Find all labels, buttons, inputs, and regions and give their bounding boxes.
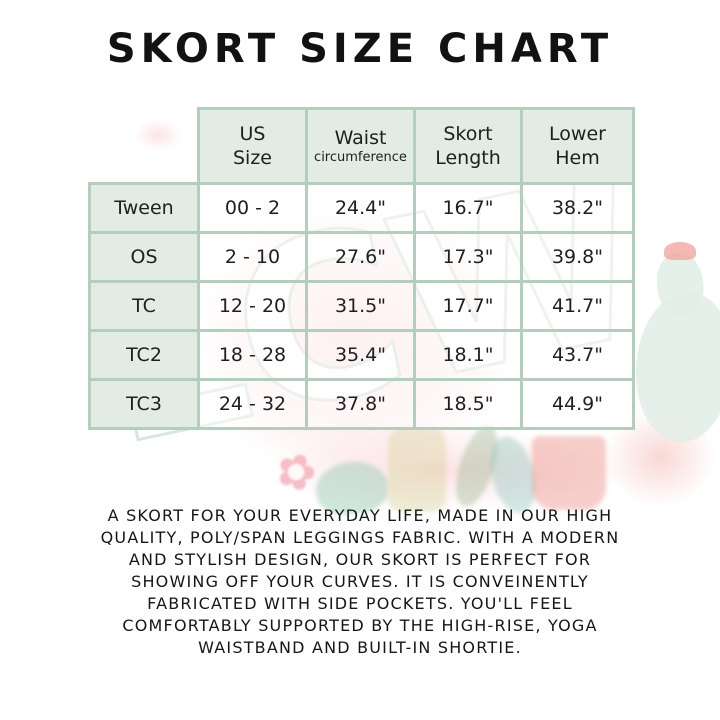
header-row: US Size Waist circumference Skort Length… xyxy=(90,107,635,185)
cell-waist: 35.4" xyxy=(305,329,416,381)
cell-lower-hem: 44.9" xyxy=(520,378,635,430)
corner-cell xyxy=(90,109,199,184)
description-line: QUALITY, POLY/SPAN LEGGINGS FABRIC. WITH… xyxy=(100,528,620,547)
header-line: Waist xyxy=(334,127,387,149)
cell-us-size: 18 - 28 xyxy=(197,329,308,381)
cactus-flower-icon xyxy=(664,242,696,260)
cell-us-size: 00 - 2 xyxy=(197,182,308,234)
header-line: Size xyxy=(232,147,272,169)
cell-us-size: 2 - 10 xyxy=(197,231,308,283)
description-line: COMFORTABLY SUPPORTED BY THE HIGH-RISE, … xyxy=(122,616,598,635)
description-line: SHOWING OFF YOUR CURVES. IT IS CONVEINEN… xyxy=(131,572,589,591)
header-line: Length xyxy=(435,147,501,169)
size-row-label: TC3 xyxy=(88,378,200,430)
cell-skort-length: 17.3" xyxy=(413,231,523,283)
cell-waist: 37.8" xyxy=(305,378,416,430)
cell-waist: 24.4" xyxy=(305,182,416,234)
table-row: TC3 24 - 32 37.8" 18.5" 44.9" xyxy=(88,378,635,430)
size-row-label: OS xyxy=(88,231,200,283)
table-row: OS 2 - 10 27.6" 17.3" 39.8" xyxy=(88,231,635,283)
size-table: US Size Waist circumference Skort Length… xyxy=(88,107,635,430)
cell-lower-hem: 38.2" xyxy=(520,182,635,234)
header-subline: circumference xyxy=(314,150,407,165)
cell-lower-hem: 41.7" xyxy=(520,280,635,332)
header-waist: Waist circumference xyxy=(305,107,416,185)
size-row-label: TC2 xyxy=(88,329,200,381)
description-line: WAISTBAND AND BUILT-IN SHORTIE. xyxy=(198,638,522,657)
size-row-label: TC xyxy=(88,280,200,332)
header-lower-hem: Lower Hem xyxy=(520,107,635,185)
page-title: SKORT SIZE CHART xyxy=(106,26,614,72)
olive-plant-icon xyxy=(388,428,446,512)
cell-us-size: 24 - 32 xyxy=(197,378,308,430)
header-line: Lower xyxy=(549,123,606,145)
pink-wash-band xyxy=(230,420,660,520)
cell-skort-length: 16.7" xyxy=(413,182,523,234)
description-line: AND STYLISH DESIGN, OUR SKORT IS PERFECT… xyxy=(128,550,592,569)
description-line: A SKORT FOR YOUR EVERYDAY LIFE, MADE IN … xyxy=(107,506,613,525)
description-line: FABRICATED WITH SIDE POCKETS. YOU'LL FEE… xyxy=(147,594,573,613)
pink-smudge xyxy=(128,115,188,155)
cell-skort-length: 17.7" xyxy=(413,280,523,332)
cell-us-size: 12 - 20 xyxy=(197,280,308,332)
table-row: Tween 00 - 2 24.4" 16.7" 38.2" xyxy=(88,182,635,234)
header-line: Skort xyxy=(443,123,493,145)
cell-lower-hem: 39.8" xyxy=(520,231,635,283)
table-row: TC 12 - 20 31.5" 17.7" 41.7" xyxy=(88,280,635,332)
product-description: A SKORT FOR YOUR EVERYDAY LIFE, MADE IN … xyxy=(0,505,720,659)
table-row: TC2 18 - 28 35.4" 18.1" 43.7" xyxy=(88,329,635,381)
plant-pot-icon xyxy=(532,436,606,510)
cell-waist: 27.6" xyxy=(305,231,416,283)
size-row-label: Tween xyxy=(88,182,200,234)
header-line: Hem xyxy=(555,147,600,169)
header-line: US xyxy=(239,123,266,145)
header-skort-length: Skort Length xyxy=(413,107,523,185)
cell-waist: 31.5" xyxy=(305,280,416,332)
cell-skort-length: 18.5" xyxy=(413,378,523,430)
header-us-size: US Size xyxy=(197,107,308,185)
cell-skort-length: 18.1" xyxy=(413,329,523,381)
cell-lower-hem: 43.7" xyxy=(520,329,635,381)
